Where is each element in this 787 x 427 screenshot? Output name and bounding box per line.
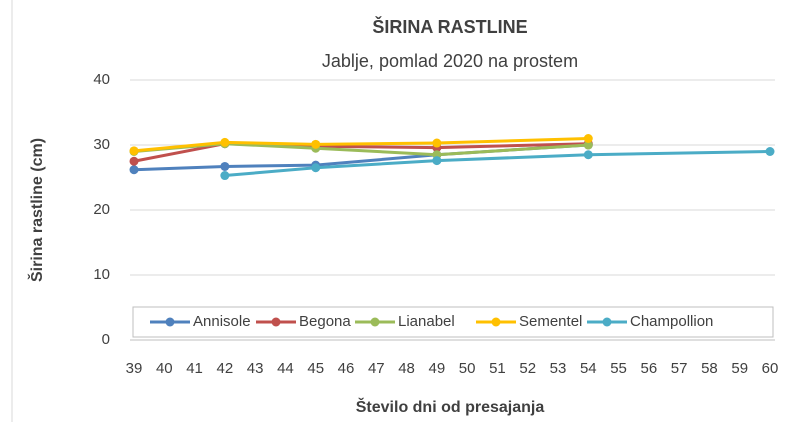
y-tick-label: 30 bbox=[93, 136, 110, 153]
x-tick-label: 53 bbox=[550, 360, 567, 377]
legend-marker bbox=[602, 317, 612, 327]
point bbox=[583, 134, 593, 143]
y-tick-label: 0 bbox=[102, 331, 110, 348]
x-tick-label: 44 bbox=[277, 360, 294, 377]
x-tick-label: 51 bbox=[489, 360, 506, 377]
x-tick-label: 57 bbox=[671, 360, 688, 377]
legend-marker bbox=[271, 317, 281, 327]
point bbox=[129, 156, 139, 166]
point bbox=[220, 171, 230, 181]
y-tick-label: 10 bbox=[93, 266, 110, 283]
legend-marker bbox=[370, 317, 380, 327]
point bbox=[129, 165, 139, 175]
x-tick-label: 50 bbox=[459, 360, 476, 377]
x-tick-label: 46 bbox=[338, 360, 355, 377]
legend-label: Lianabel bbox=[398, 313, 455, 330]
x-tick-label: 49 bbox=[429, 360, 446, 377]
point bbox=[583, 140, 593, 150]
x-tick-label: 40 bbox=[156, 360, 173, 377]
x-tick-label: 47 bbox=[368, 360, 385, 377]
point bbox=[129, 146, 139, 156]
x-tick-label: 48 bbox=[398, 360, 415, 377]
chart-title: ŠIRINA RASTLINE bbox=[372, 16, 527, 37]
legend-label: Sementel bbox=[519, 313, 582, 330]
legend-label: Begona bbox=[299, 313, 351, 330]
x-tick-label: 54 bbox=[580, 360, 597, 377]
point bbox=[583, 150, 593, 160]
y-tick-label: 20 bbox=[93, 201, 110, 218]
y-tick-label: 40 bbox=[93, 71, 110, 88]
point bbox=[432, 156, 442, 166]
x-tick-label: 55 bbox=[610, 360, 627, 377]
point bbox=[765, 147, 775, 156]
x-tick-label: 43 bbox=[247, 360, 264, 377]
chart-subtitle: Jablje, pomlad 2020 na prostem bbox=[322, 51, 578, 71]
x-axis-label: Število dni od presajanja bbox=[356, 397, 545, 416]
point bbox=[311, 139, 321, 149]
x-tick-label: 42 bbox=[217, 360, 234, 377]
x-tick-label: 52 bbox=[519, 360, 536, 377]
point bbox=[311, 163, 321, 173]
point bbox=[432, 138, 442, 148]
x-tick-label: 60 bbox=[762, 360, 779, 377]
legend-box bbox=[132, 306, 774, 338]
legend-label: Champollion bbox=[630, 313, 713, 330]
x-tick-label: 39 bbox=[126, 360, 143, 377]
x-tick-label: 45 bbox=[307, 360, 324, 377]
point bbox=[220, 137, 230, 147]
y-axis-label: Širina rastline (cm) bbox=[27, 138, 46, 282]
legend-marker bbox=[491, 317, 501, 327]
x-tick-label: 58 bbox=[701, 360, 718, 377]
x-tick-label: 41 bbox=[186, 360, 203, 377]
point bbox=[220, 161, 230, 171]
x-tick-label: 56 bbox=[641, 360, 658, 377]
legend-label: Annisole bbox=[193, 313, 251, 330]
legend-marker bbox=[165, 317, 175, 327]
x-tick-label: 59 bbox=[731, 360, 748, 377]
